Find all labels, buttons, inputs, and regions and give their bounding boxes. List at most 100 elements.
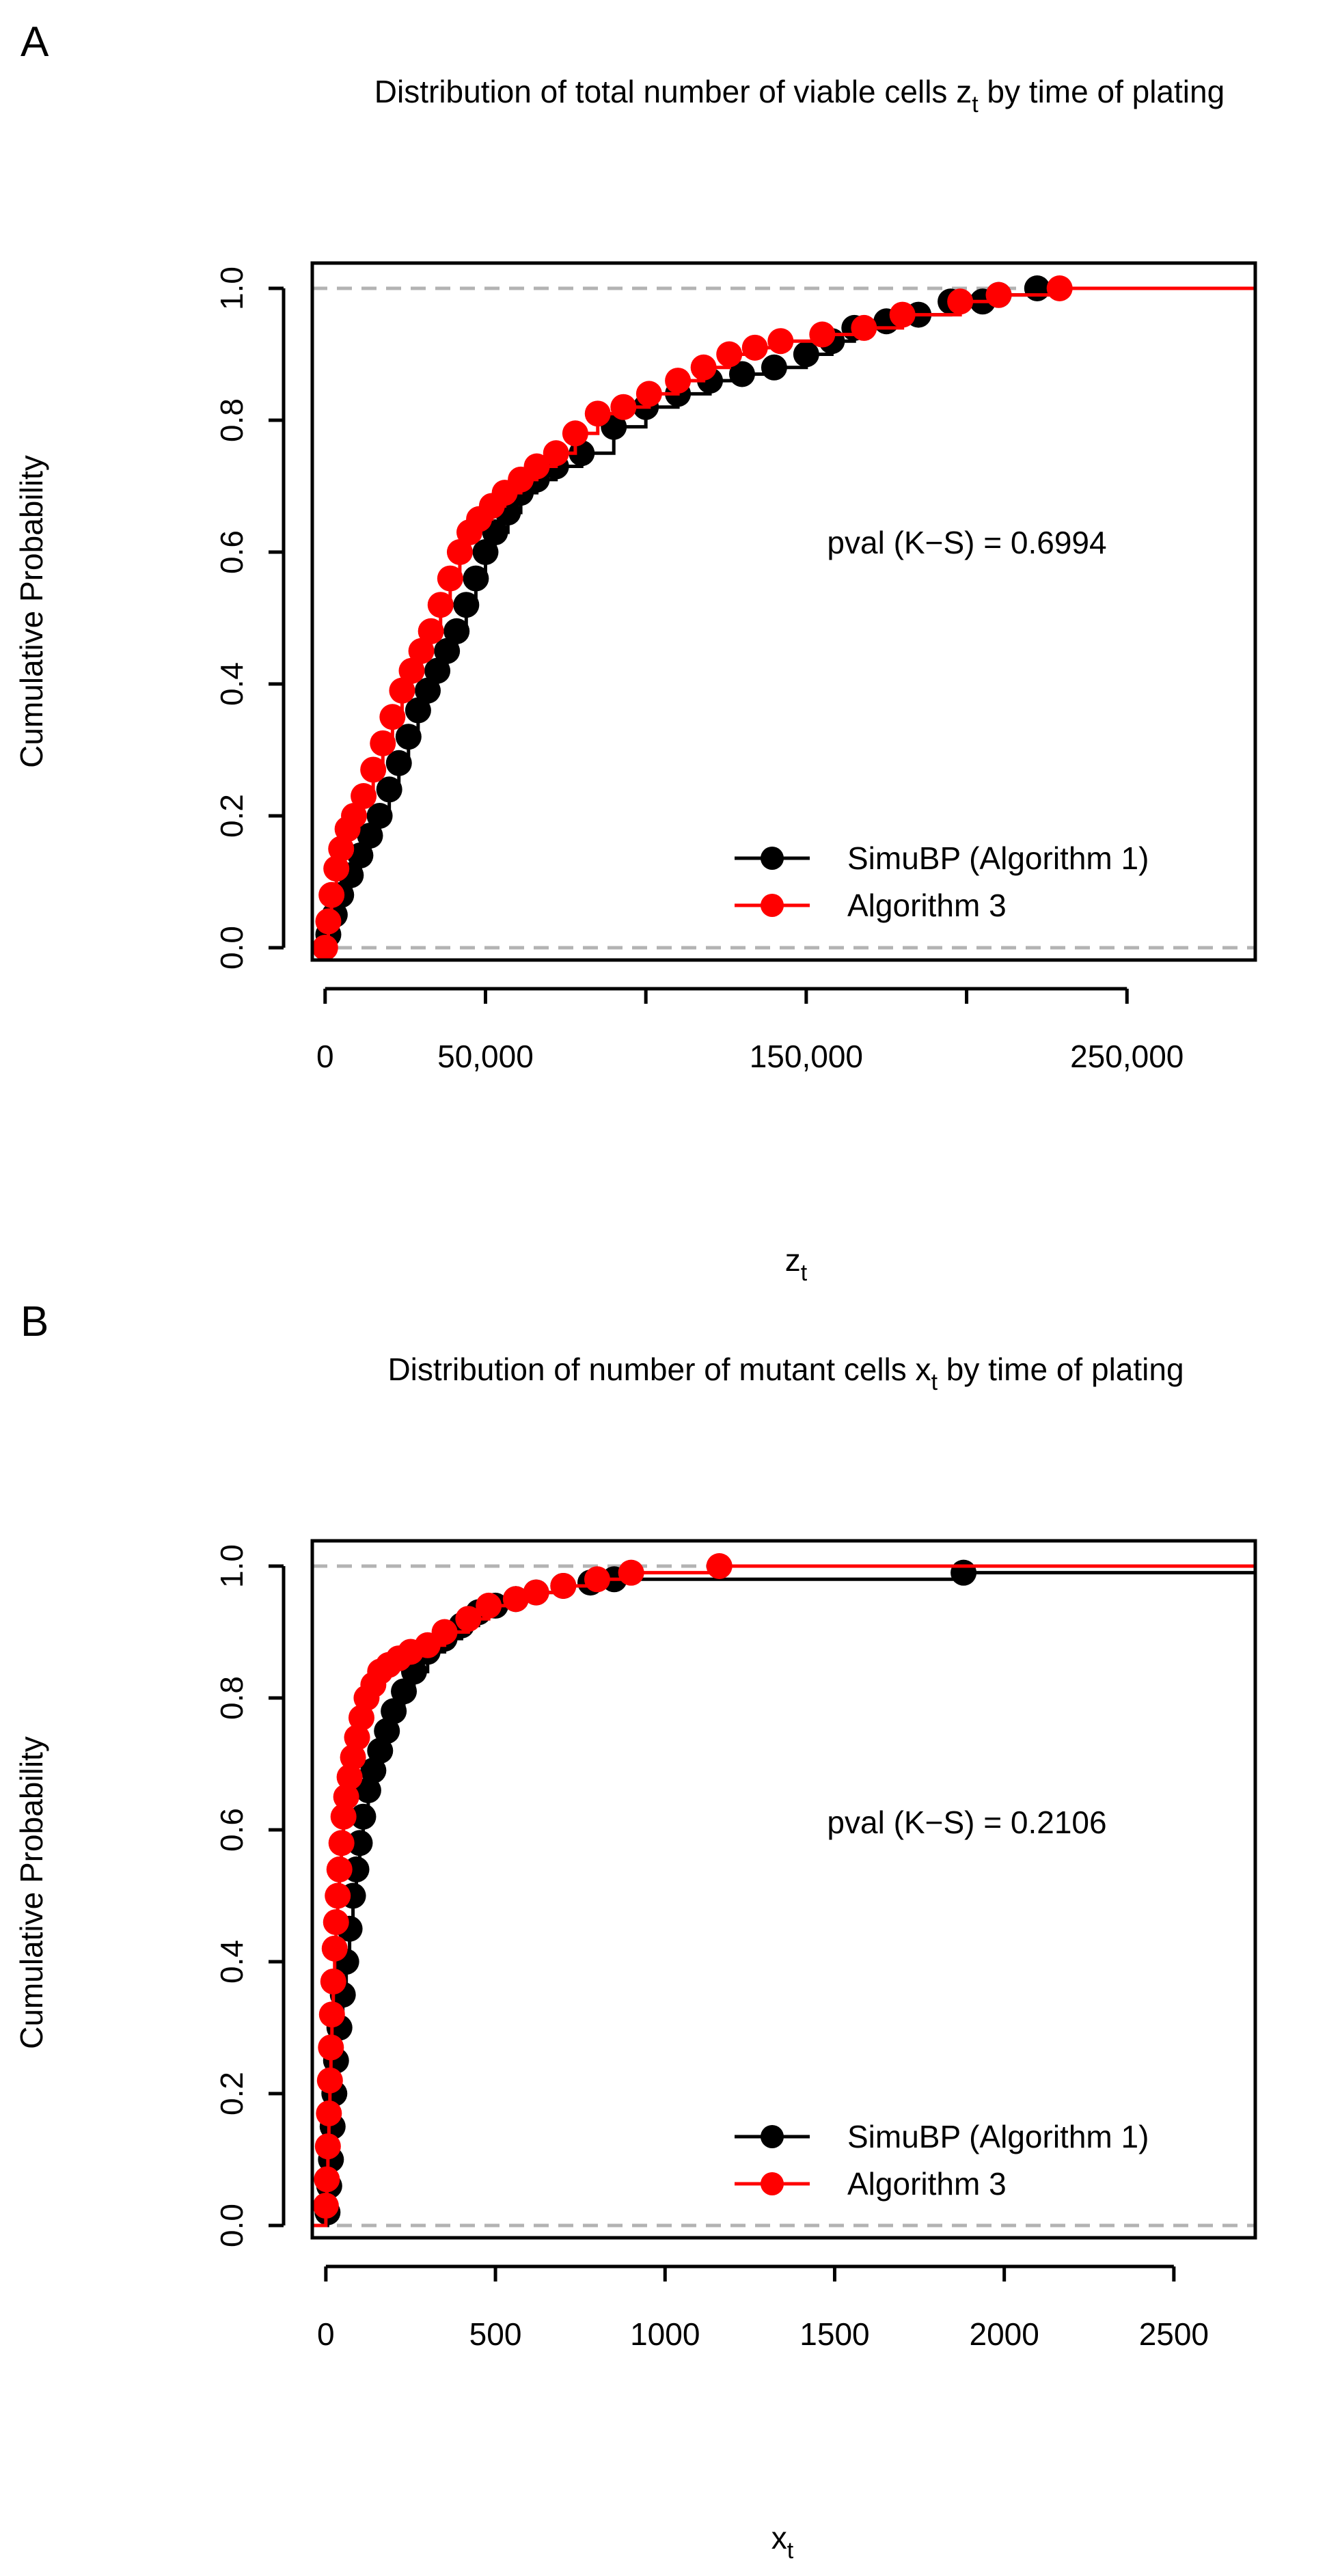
series-algorithm-3 xyxy=(312,275,1255,961)
data-point xyxy=(360,756,387,783)
data-point xyxy=(443,618,470,644)
y-tick-label: 0.8 xyxy=(214,398,249,442)
legend-item-simubp: SimuBP (Algorithm 1) xyxy=(735,2119,1149,2154)
title-end: by time of plating xyxy=(979,74,1225,109)
data-point xyxy=(328,1830,355,1856)
x-tick-label: 0 xyxy=(316,1039,334,1074)
xlabel-subscript: t xyxy=(801,1260,808,1286)
data-point xyxy=(367,1738,394,1764)
data-point xyxy=(851,314,877,341)
data-point xyxy=(370,730,396,756)
data-point xyxy=(947,288,974,315)
data-point xyxy=(550,1572,577,1599)
data-point xyxy=(344,1724,370,1751)
y-tick-label: 0.6 xyxy=(214,1808,249,1852)
data-point xyxy=(379,704,406,730)
data-point xyxy=(405,697,431,724)
data-point xyxy=(665,368,692,394)
series-layer xyxy=(312,275,1255,961)
y-tick-label: 0.8 xyxy=(214,1676,249,1720)
title-subscript: t xyxy=(931,1369,938,1395)
data-point xyxy=(348,1704,374,1731)
x-tick-label: 0 xyxy=(317,2316,335,2352)
data-point xyxy=(391,1678,418,1705)
y-axis: 0.0 0.2 0.4 0.6 0.8 1.0 xyxy=(214,1544,286,2247)
chart-title: Distribution of number of mutant cells x… xyxy=(387,1352,1184,1395)
data-point xyxy=(366,803,393,829)
y-axis-label: Cumulative Probability xyxy=(14,1736,49,2049)
data-point xyxy=(618,1559,644,1586)
data-point xyxy=(318,881,345,908)
data-point xyxy=(434,638,461,664)
data-point xyxy=(323,1909,349,1936)
data-point xyxy=(455,1606,482,1632)
data-point xyxy=(951,1559,977,1586)
data-point xyxy=(374,1718,400,1744)
legend-label: SimuBP (Algorithm 1) xyxy=(847,2119,1149,2154)
y-tick-label: 0.6 xyxy=(214,530,249,574)
data-point xyxy=(321,1935,348,1962)
data-point xyxy=(330,1803,357,1830)
data-point xyxy=(502,1586,529,1613)
x-tick-label: 1000 xyxy=(630,2316,700,2352)
legend: SimuBP (Algorithm 1) Algorithm 3 xyxy=(735,840,1149,923)
data-point xyxy=(336,1764,363,1790)
data-point xyxy=(472,539,499,565)
y-tick-label: 0.0 xyxy=(214,926,249,970)
legend: SimuBP (Algorithm 1) Algorithm 3 xyxy=(735,2119,1149,2202)
data-point xyxy=(355,1777,381,1804)
x-axis-label: xt xyxy=(771,2520,794,2564)
data-point xyxy=(889,301,916,328)
legend-swatch-marker xyxy=(761,2172,784,2195)
xlabel-main: x xyxy=(771,2520,787,2556)
data-point xyxy=(414,677,441,704)
chart-title: Distribution of total number of viable c… xyxy=(374,74,1225,118)
data-point xyxy=(424,657,451,684)
y-tick-label: 0.0 xyxy=(214,2204,249,2247)
data-point xyxy=(346,1830,373,1856)
data-point xyxy=(316,2067,343,2094)
data-point xyxy=(328,836,355,862)
y-tick-label: 0.4 xyxy=(214,662,249,706)
data-point xyxy=(985,282,1012,308)
panel-a: A Distribution of total number of viable… xyxy=(14,18,1257,1286)
reference-lines xyxy=(312,286,1255,950)
data-point xyxy=(584,1566,610,1593)
data-point xyxy=(562,420,588,447)
data-point xyxy=(1024,275,1050,301)
y-axis-label: Cumulative Probability xyxy=(14,455,49,768)
series-algorithm-3 xyxy=(312,1553,1255,2228)
legend-item-algorithm-3: Algorithm 3 xyxy=(735,2166,1007,2202)
data-point xyxy=(350,1803,377,1830)
data-point xyxy=(314,2166,340,2193)
data-point xyxy=(418,618,444,644)
panel-letter: A xyxy=(20,18,49,66)
data-point xyxy=(446,539,473,565)
y-tick-label: 1.0 xyxy=(214,1544,249,1588)
ks-pvalue-annotation: pval (K−S) = 0.2106 xyxy=(827,1805,1106,1840)
data-point xyxy=(427,592,454,618)
data-point xyxy=(376,776,402,803)
plot-frame xyxy=(310,1539,1257,2240)
data-point xyxy=(398,657,425,684)
x-tick-label: 50,000 xyxy=(437,1039,534,1074)
data-point xyxy=(476,1592,502,1619)
data-point xyxy=(389,677,415,704)
legend-swatch-marker xyxy=(761,894,784,917)
data-point xyxy=(635,381,662,407)
y-tick-label: 0.2 xyxy=(214,794,249,838)
data-point xyxy=(523,1579,549,1606)
data-point xyxy=(761,354,787,381)
legend-swatch-marker xyxy=(761,847,784,870)
data-point xyxy=(690,354,717,381)
data-point xyxy=(312,2193,339,2219)
data-point xyxy=(360,1757,387,1784)
data-point xyxy=(767,328,794,355)
data-point xyxy=(728,361,755,387)
data-point xyxy=(314,2133,341,2160)
xlabel-main: z xyxy=(785,1242,801,1278)
xlabel-subscript: t xyxy=(787,2538,794,2564)
legend-swatch-marker xyxy=(761,2125,784,2148)
panel-letter: B xyxy=(20,1298,49,1345)
